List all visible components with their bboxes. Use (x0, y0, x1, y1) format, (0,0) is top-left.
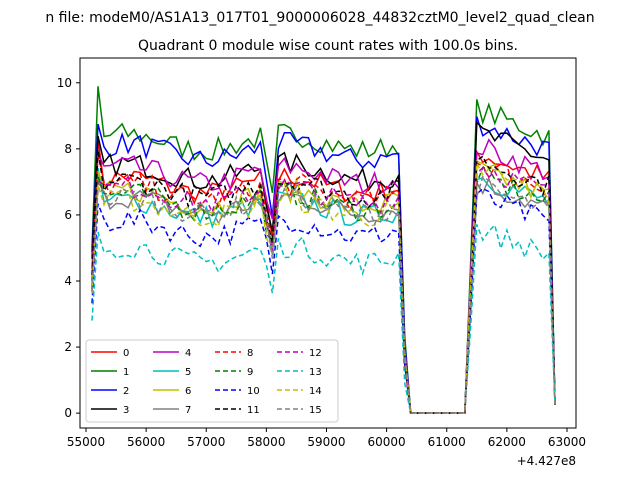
x-tick-label: 62000 (488, 435, 526, 449)
legend-label-13: 13 (309, 367, 322, 378)
series-line-3 (91, 120, 556, 414)
legend-label-11: 11 (247, 405, 260, 416)
series-line-4 (91, 138, 556, 414)
legend-label-8: 8 (247, 348, 253, 359)
x-tick-label: 56000 (127, 435, 165, 449)
legend-label-14: 14 (309, 386, 322, 397)
x-tick-label: 61000 (428, 435, 466, 449)
legend-label-2: 2 (123, 386, 129, 397)
legend-label-6: 6 (185, 386, 191, 397)
legend-box (85, 339, 339, 423)
legend-label-10: 10 (247, 386, 260, 397)
x-tick-label: 63000 (548, 435, 586, 449)
legend-label-12: 12 (309, 348, 322, 359)
figure-suptitle: n file: modeM0/AS1A13_017T01_9000006028_… (45, 10, 594, 26)
series-line-12 (91, 166, 556, 414)
series-line-14 (91, 160, 556, 414)
series-line-13 (91, 223, 556, 414)
series-lines (91, 86, 556, 414)
legend-label-4: 4 (185, 348, 191, 359)
series-line-15 (91, 175, 556, 414)
x-tick-label: 59000 (307, 435, 345, 449)
legend-label-7: 7 (185, 405, 191, 416)
x-offset-label: +4.427e8 (517, 454, 576, 468)
x-tick-label: 55000 (67, 435, 105, 449)
legend-label-5: 5 (185, 367, 191, 378)
y-tick-label: 0 (64, 406, 72, 420)
x-tick-label: 60000 (368, 435, 406, 449)
legend-label-15: 15 (309, 405, 322, 416)
y-tick-label: 2 (64, 340, 72, 354)
y-axis-ticks: 0 2 4 6 8 10 (57, 76, 80, 420)
series-line-1 (91, 86, 556, 414)
series-line-9 (91, 166, 556, 414)
series-line-7 (91, 176, 556, 414)
y-tick-label: 10 (57, 76, 72, 90)
x-tick-label: 58000 (247, 435, 285, 449)
legend-label-9: 9 (247, 367, 253, 378)
series-line-10 (91, 187, 556, 414)
series-line-11 (91, 149, 556, 414)
y-tick-label: 6 (64, 208, 72, 222)
plot-frame (79, 57, 577, 429)
x-axis-ticks: 55000 56000 57000 58000 59000 60000 61000 62000… (67, 428, 586, 449)
legend-label-3: 3 (123, 405, 129, 416)
chart-title: Quadrant 0 module wise count rates with … (138, 38, 518, 54)
y-tick-label: 4 (64, 274, 72, 288)
legend-label-1: 1 (123, 367, 129, 378)
legend-label-0: 0 (123, 348, 129, 359)
series-line-5 (91, 167, 556, 414)
x-tick-label: 57000 (187, 435, 225, 449)
y-tick-label: 8 (64, 142, 72, 156)
series-line-2 (91, 116, 556, 414)
